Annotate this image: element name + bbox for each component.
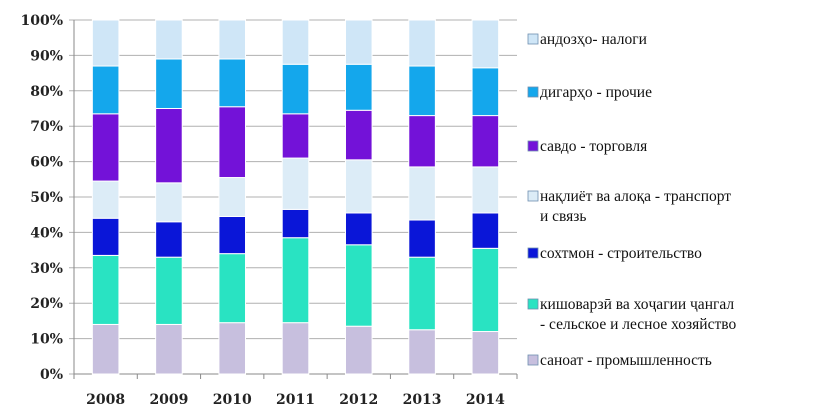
y-tick-label: 0% xyxy=(40,367,63,383)
bar-segment xyxy=(91,180,120,219)
legend-swatch xyxy=(527,247,539,259)
bar-segment xyxy=(344,63,373,111)
legend: андозҳо- налоги дигарҳо - прочие савдо - т… xyxy=(527,31,736,369)
x-tick-label: 2011 xyxy=(276,392,315,408)
bar-segment xyxy=(218,215,247,255)
x-tick-label: 2010 xyxy=(213,392,252,408)
legend-label: савдо - торговля xyxy=(540,138,647,155)
bar-segment xyxy=(471,247,500,333)
bar-segment xyxy=(91,254,120,325)
y-tick-label: 100% xyxy=(20,13,63,29)
legend-item: кишоварзӣ ва хоҷагии ҷангал - сельское и … xyxy=(527,296,736,333)
y-tick-label: 50% xyxy=(30,190,63,206)
bar-segment xyxy=(281,208,310,239)
x-tick-label: 2012 xyxy=(339,392,378,408)
bar-segment xyxy=(218,177,247,217)
bar-segment xyxy=(218,322,247,375)
y-tick-label: 80% xyxy=(30,84,63,100)
y-tick-label: 10% xyxy=(30,332,63,348)
y-tick-label: 20% xyxy=(30,296,63,312)
legend-swatch xyxy=(527,354,539,366)
bar-segment xyxy=(155,221,183,258)
legend-swatch xyxy=(527,190,539,202)
legend-item: нақлиёт ва алоқа - транспорт и связь xyxy=(527,188,731,225)
bar-segment xyxy=(471,166,500,214)
legend-label: андозҳо- налоги xyxy=(540,31,647,48)
bar-segment xyxy=(408,256,436,331)
legend-label: дигарҳо - прочие xyxy=(540,84,652,101)
legend-label: - сельское и лесное хозяйство xyxy=(540,316,736,333)
bar-segment xyxy=(344,19,373,65)
bar-segment xyxy=(408,166,436,221)
bar-segment xyxy=(281,157,310,210)
x-tick-label: 2008 xyxy=(86,392,125,408)
y-tick-labels: 0% 10% 20% 30% 40% 50% 60% 70% 80% 90% 100% xyxy=(20,13,63,383)
bar-segment xyxy=(344,109,373,161)
bar-segment xyxy=(155,19,183,60)
bar-segment xyxy=(281,113,310,159)
legend-swatch xyxy=(527,298,539,310)
bar-segment xyxy=(471,67,500,117)
y-tick-label: 60% xyxy=(30,155,63,171)
legend-label: и связь xyxy=(540,208,587,225)
bar-segment xyxy=(91,217,120,256)
bar-segment xyxy=(344,212,373,246)
legend-label: кишоварзӣ ва хоҷагии ҷангал xyxy=(540,296,734,313)
bar-segment xyxy=(408,65,436,117)
legend-item: савдо - торговля xyxy=(527,138,647,155)
y-tick-label: 30% xyxy=(30,261,63,277)
bar-segment xyxy=(218,58,247,108)
bar-segment xyxy=(281,63,310,115)
y-tick-label: 70% xyxy=(30,119,63,135)
legend-item: дигарҳо - прочие xyxy=(527,84,652,101)
legend-label: саноат - промышленность xyxy=(540,352,712,369)
bar-segment xyxy=(91,65,120,115)
bar-segment xyxy=(91,19,120,67)
legend-item: саноат - промышленность xyxy=(527,352,712,369)
bar-segment xyxy=(344,325,373,375)
bar-segment xyxy=(408,329,436,375)
bar-segment xyxy=(344,159,373,214)
bar-segment xyxy=(155,256,183,325)
y-tick-label: 90% xyxy=(30,48,63,64)
x-tick-label: 2013 xyxy=(403,392,442,408)
legend-swatch xyxy=(527,140,539,152)
x-tick-label: 2009 xyxy=(149,392,188,408)
legend-item: сохтмон - строительство xyxy=(527,245,702,262)
bar-segment xyxy=(408,219,436,258)
bar-segment xyxy=(218,19,247,60)
bar-segment xyxy=(408,115,436,168)
bar-segment xyxy=(155,323,183,375)
bar-segment xyxy=(471,212,500,249)
bar-segment xyxy=(91,323,120,375)
bar-segment xyxy=(218,253,247,324)
bar-segment xyxy=(344,244,373,327)
legend-label: сохтмон - строительство xyxy=(540,245,702,262)
bar-segment xyxy=(91,113,120,182)
x-tick-label: 2014 xyxy=(466,392,505,408)
bar-segment xyxy=(218,106,247,179)
bar-segment xyxy=(281,19,310,65)
bar-segment xyxy=(155,108,183,184)
legend-item: андозҳо- налоги xyxy=(527,31,647,48)
bar-segment xyxy=(155,182,183,223)
x-tick-labels: 2008 2009 2010 2011 2012 2013 2014 xyxy=(86,392,505,408)
bar-segment xyxy=(155,58,183,109)
legend-swatch xyxy=(527,33,539,45)
bar-segment xyxy=(471,19,500,69)
y-tick-label: 40% xyxy=(30,225,63,241)
bar-segment xyxy=(408,19,436,67)
bars xyxy=(91,19,500,375)
bar-segment xyxy=(471,115,500,168)
legend-label: нақлиёт ва алоқа - транспорт xyxy=(540,188,731,205)
bar-segment xyxy=(281,322,310,375)
bar-segment xyxy=(471,331,500,375)
legend-swatch xyxy=(527,86,539,98)
bar-segment xyxy=(281,237,310,324)
